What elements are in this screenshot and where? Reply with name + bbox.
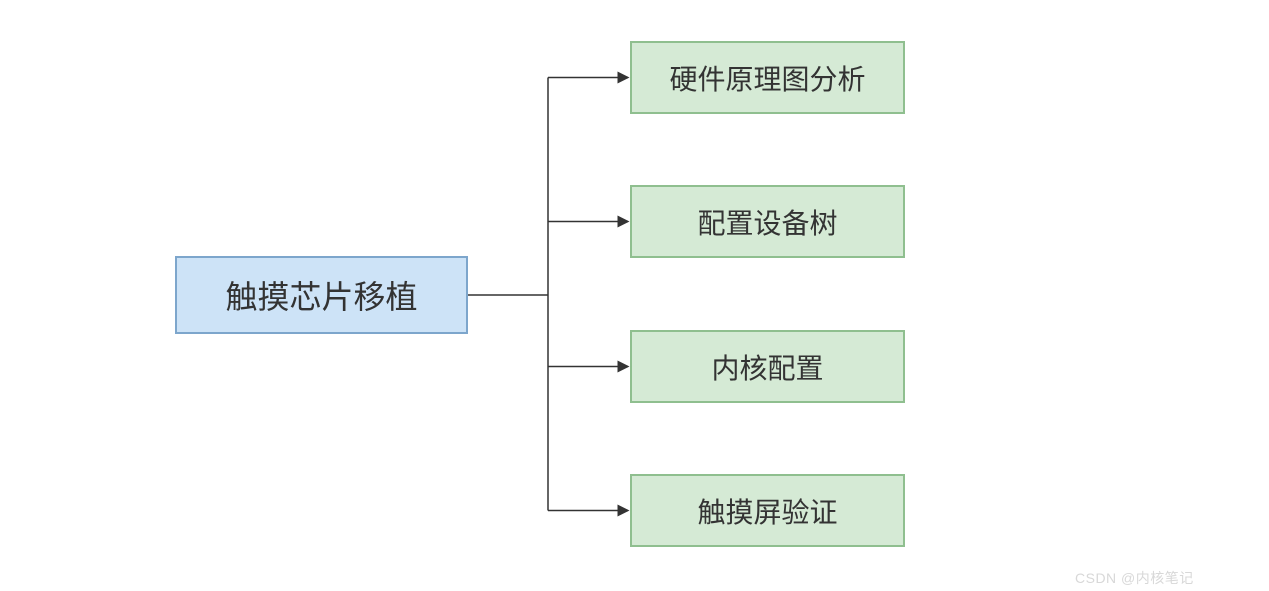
watermark-text: CSDN @内核笔记 xyxy=(1075,568,1194,588)
child-node-0: 硬件原理图分析 xyxy=(630,41,905,114)
child-node-1: 配置设备树 xyxy=(630,185,905,258)
root-node: 触摸芯片移植 xyxy=(175,256,468,334)
child-node-3: 触摸屏验证 xyxy=(630,474,905,547)
child-node-2: 内核配置 xyxy=(630,330,905,403)
